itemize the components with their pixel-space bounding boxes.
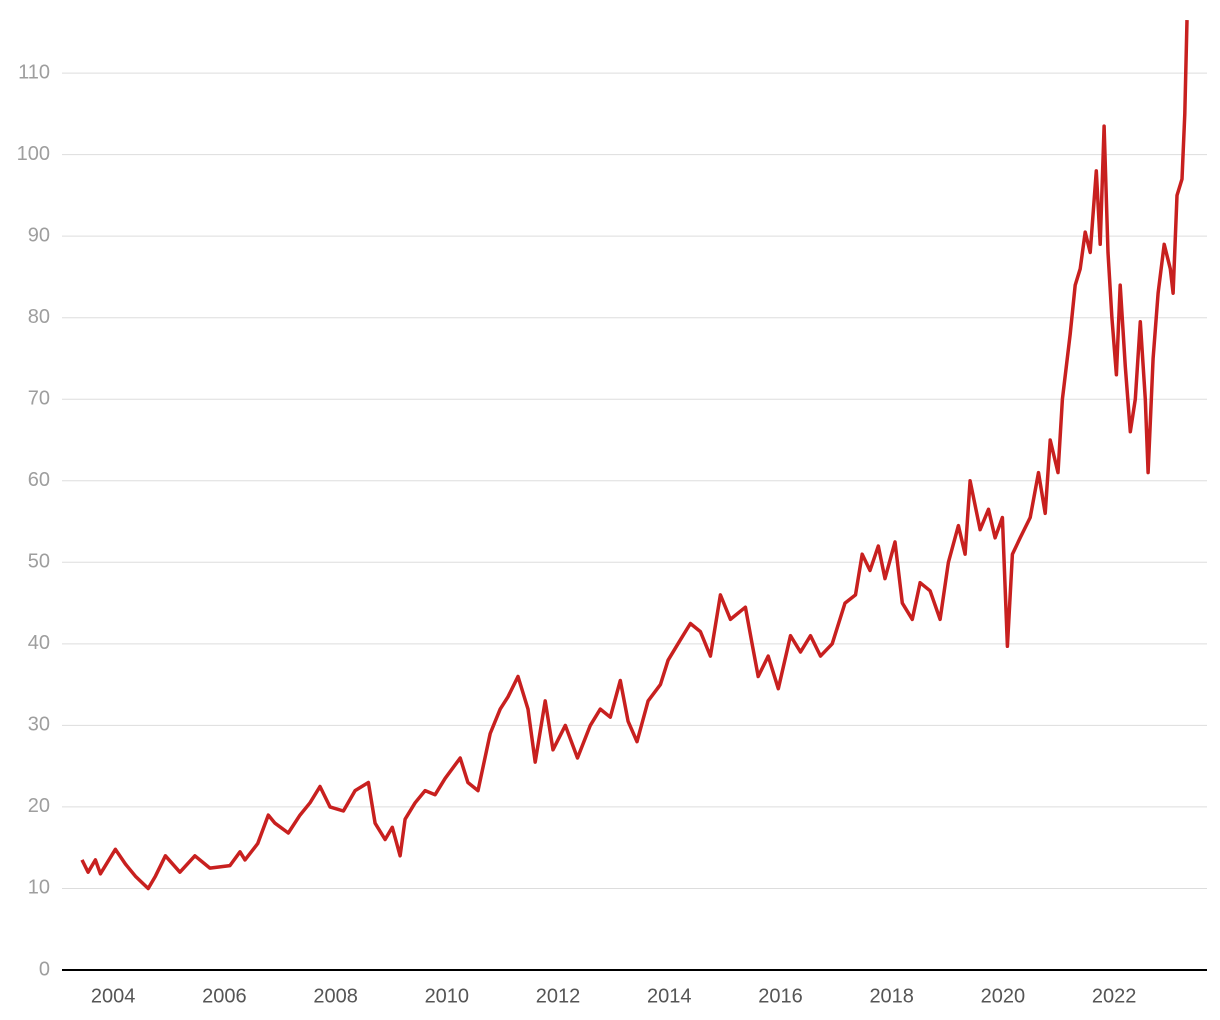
y-tick-label: 0 [39, 958, 50, 980]
y-tick-label: 40 [28, 632, 50, 654]
y-tick-label: 10 [28, 877, 50, 899]
x-tick-label: 2014 [647, 985, 692, 1007]
y-tick-label: 80 [28, 306, 50, 328]
x-tick-label: 2020 [981, 985, 1026, 1007]
x-tick-label: 2016 [758, 985, 803, 1007]
y-tick-label: 60 [28, 469, 50, 491]
y-tick-label: 50 [28, 551, 50, 573]
x-tick-label: 2010 [425, 985, 470, 1007]
x-tick-label: 2012 [536, 985, 581, 1007]
x-tick-label: 2006 [202, 985, 247, 1007]
x-tick-label: 2008 [313, 985, 358, 1007]
y-tick-label: 30 [28, 714, 50, 736]
y-tick-label: 20 [28, 795, 50, 817]
line [80, 20, 1189, 891]
x-tick-label: 2004 [91, 985, 136, 1007]
y-tick-label: 100 [17, 143, 50, 165]
x-tick-label: 2018 [869, 985, 914, 1007]
y-tick-label: 90 [28, 224, 50, 246]
y-tick-label: 110 [18, 61, 50, 83]
y-tick-label: 70 [28, 388, 50, 410]
x-tick-label: 2022 [1092, 985, 1137, 1007]
